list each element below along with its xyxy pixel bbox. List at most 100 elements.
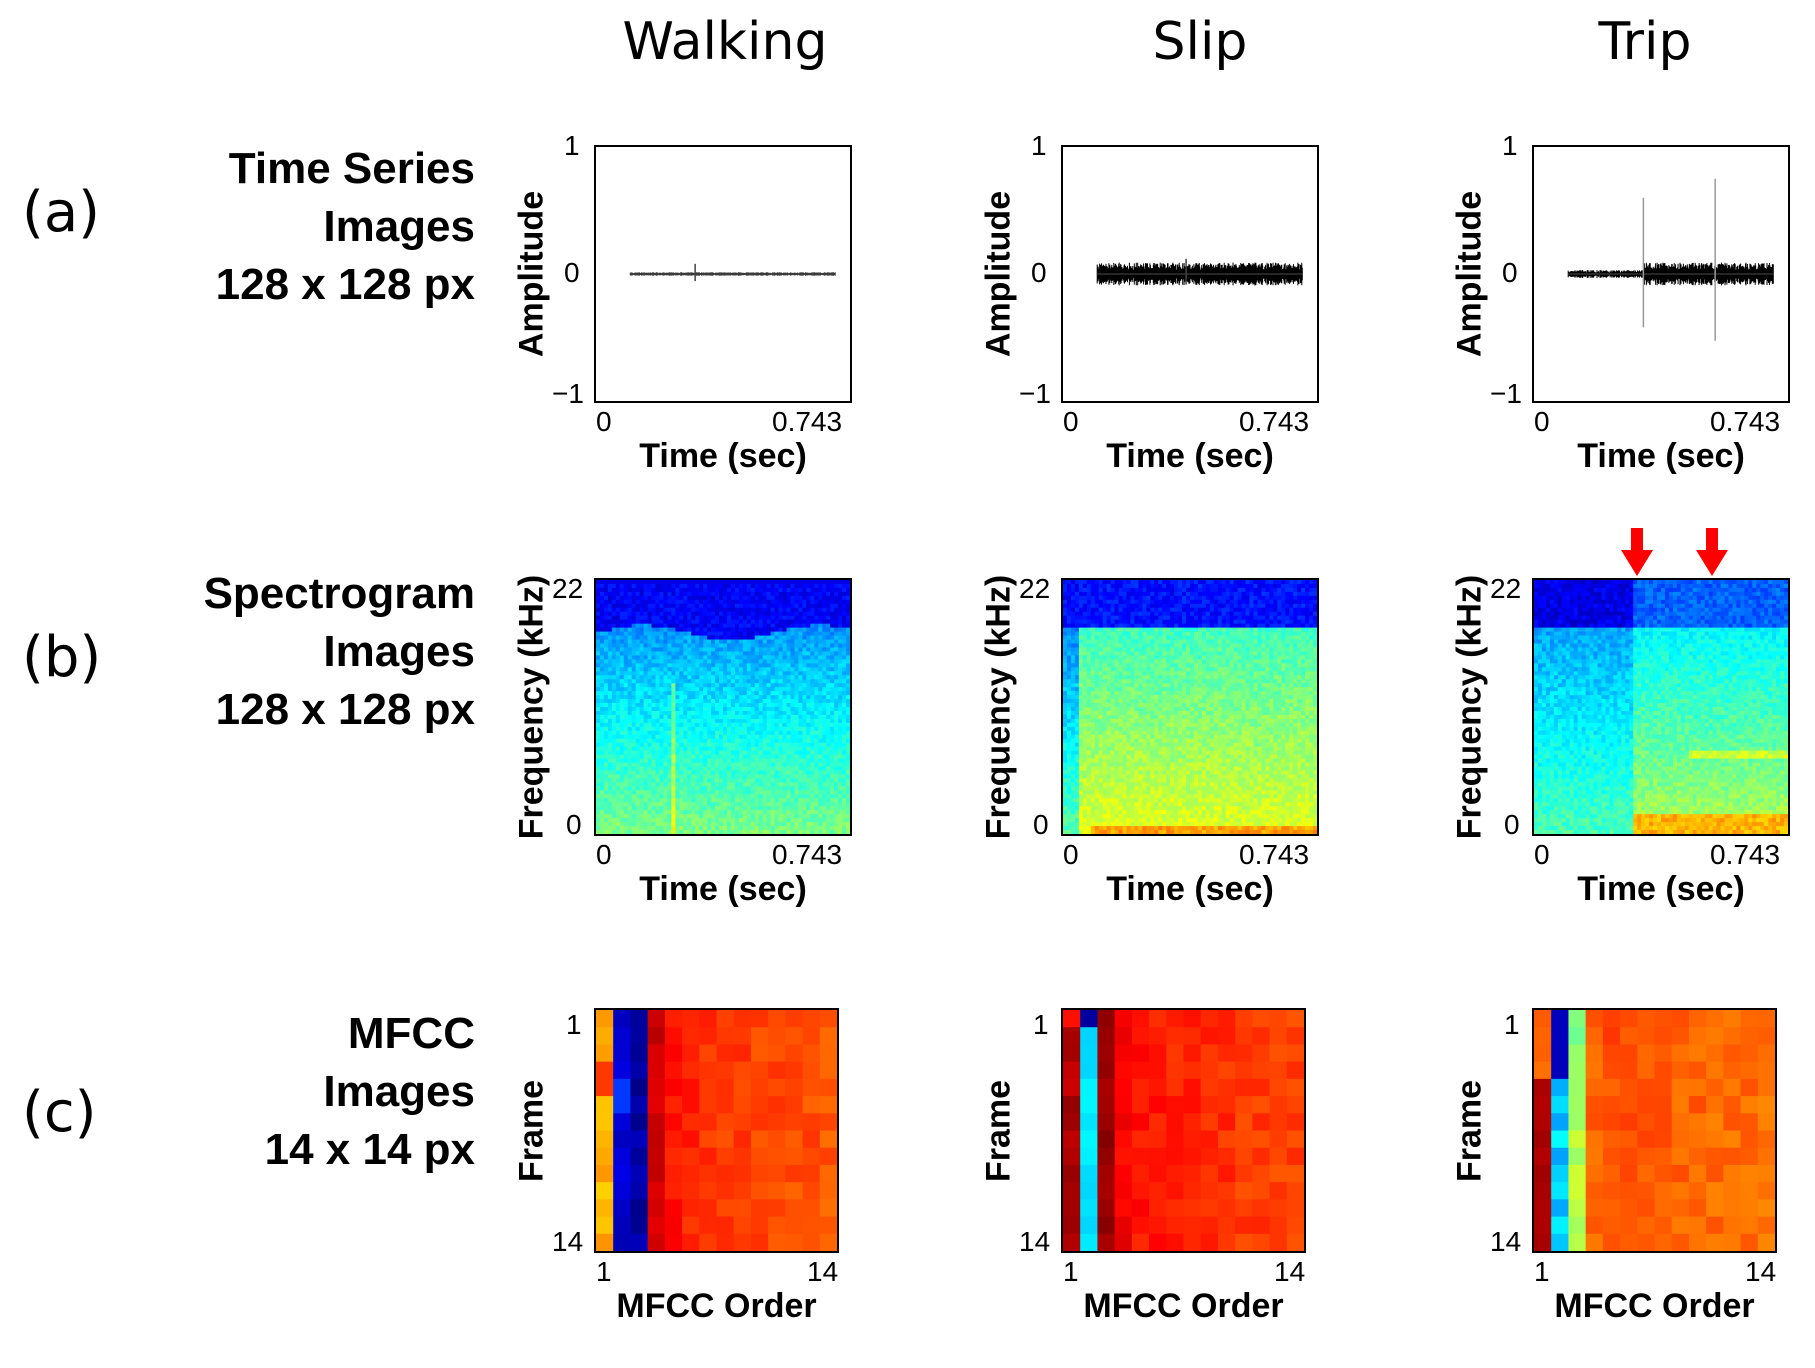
spectrogram-cell — [723, 675, 728, 680]
spectrogram-cell — [750, 643, 756, 649]
spectrogram-cell — [607, 599, 613, 605]
spectrogram-cell — [782, 683, 788, 688]
spectrogram-cell — [838, 583, 843, 589]
spectrogram-cell — [830, 679, 835, 684]
spectrogram-cell — [707, 746, 712, 752]
spectrogram-cell — [754, 695, 760, 700]
spectrogram-cell — [762, 619, 768, 625]
spectrogram-cell — [607, 730, 613, 736]
spectrogram-cell — [647, 663, 653, 668]
spectrogram-cell — [619, 730, 625, 736]
spectrogram-cell — [611, 595, 617, 601]
spectrogram-cell — [838, 766, 843, 772]
spectrogram-cell — [726, 746, 732, 752]
spectrogram-cell — [774, 746, 780, 752]
spectrogram-cell — [1213, 587, 1219, 593]
spectrogram-cell — [1273, 619, 1278, 625]
spectrogram-cell — [734, 615, 740, 621]
spectrogram-cell — [754, 762, 760, 768]
spectrogram-cell — [647, 695, 653, 700]
spectrogram-cell — [695, 730, 700, 736]
spectrogram-cell — [758, 822, 764, 827]
spectrogram-cell — [1158, 583, 1163, 589]
spectrogram-cell — [738, 778, 744, 784]
spectrogram-cell — [651, 786, 657, 791]
spectrogram-cell — [782, 687, 788, 692]
spectrogram-cell — [842, 782, 847, 787]
spectrogram-cell — [623, 631, 629, 637]
spectrogram-cell — [683, 580, 688, 585]
spectrogram-cell — [639, 806, 645, 811]
spectrogram-cell — [695, 635, 700, 641]
spectrogram-cell — [619, 774, 625, 780]
spectrogram-cell — [691, 710, 696, 716]
spectrogram-cell — [814, 770, 819, 776]
spectrogram-cell — [814, 655, 819, 660]
spectrogram-cell — [1122, 591, 1128, 597]
spectrogram-cell — [643, 699, 649, 704]
spectrogram-cell — [730, 802, 736, 807]
spectrogram-cell — [615, 794, 621, 799]
spectrogram-cell — [691, 615, 696, 621]
spectrogram-cell — [596, 718, 601, 724]
spectrogram-cell — [1269, 580, 1274, 585]
spectrogram-cell — [806, 774, 811, 780]
spectrogram-cell — [734, 814, 740, 819]
spectrogram-cell — [758, 722, 764, 728]
spectrogram-cell — [627, 611, 633, 617]
spectrogram-cell — [663, 643, 669, 649]
spectrogram-cell — [758, 707, 764, 712]
spectrogram-cell — [699, 786, 704, 791]
spectrogram-cell — [631, 758, 637, 764]
spectrogram-cell — [596, 746, 601, 752]
spectrogram-cell — [679, 683, 684, 688]
spectrogram-cell — [611, 659, 617, 664]
spectrogram-cell — [814, 782, 819, 787]
spectrogram-cell — [659, 734, 665, 740]
spectrogram-cell — [1078, 607, 1084, 613]
spectrogram-cell — [822, 826, 827, 831]
spectrogram-cell — [838, 599, 843, 605]
spectrogram-cell — [846, 603, 850, 609]
spectrogram-cell — [1257, 619, 1263, 625]
spectrogram-cell — [639, 671, 645, 676]
spectrogram-cell — [838, 758, 843, 764]
spectrogram-cell — [786, 651, 792, 657]
spectrogram-cell — [1297, 583, 1302, 589]
spectrogram-cell — [1277, 583, 1282, 589]
spectrogram-cell — [830, 766, 835, 772]
spectrogram-cell — [691, 734, 696, 740]
spectrogram-cell — [730, 643, 736, 649]
spectrogram-cell — [643, 814, 649, 819]
spectrogram-cell — [619, 667, 625, 672]
spectrogram-cell — [802, 826, 807, 831]
spectrogram-cell — [679, 580, 684, 585]
spectrogram-cell — [742, 830, 748, 834]
spectrogram-cell — [842, 691, 847, 696]
spectrogram-cell — [711, 822, 716, 827]
spectrogram-cell — [699, 822, 704, 827]
spectrogram-cell — [730, 726, 736, 732]
spectrogram-cell — [834, 754, 839, 760]
spectrogram-cell — [1146, 603, 1151, 609]
spectrogram-cell — [1122, 607, 1128, 613]
spectrogram-cell — [691, 798, 696, 803]
spectrogram-cell — [635, 722, 641, 728]
spectrogram-cell — [730, 599, 736, 605]
spectrogram-cell — [639, 631, 645, 637]
spectrogram-cell — [814, 798, 819, 803]
spectrogram-cell — [790, 671, 796, 676]
spectrogram-cell — [659, 679, 665, 684]
spectrogram-cell — [683, 619, 688, 625]
spectrogram-cell — [647, 810, 653, 815]
spectrogram-cell — [659, 786, 665, 791]
spectrogram-cell — [699, 790, 704, 795]
spectrogram-cell — [1142, 591, 1147, 597]
spectrogram-cell — [643, 631, 649, 637]
spectrogram-cell — [754, 631, 760, 637]
spectrogram-cell — [1086, 583, 1092, 589]
spectrogram-cell — [1186, 580, 1191, 585]
spectrogram-cell — [818, 794, 823, 799]
spectrogram-cell — [631, 631, 637, 637]
spectrogram-cell — [762, 639, 768, 645]
